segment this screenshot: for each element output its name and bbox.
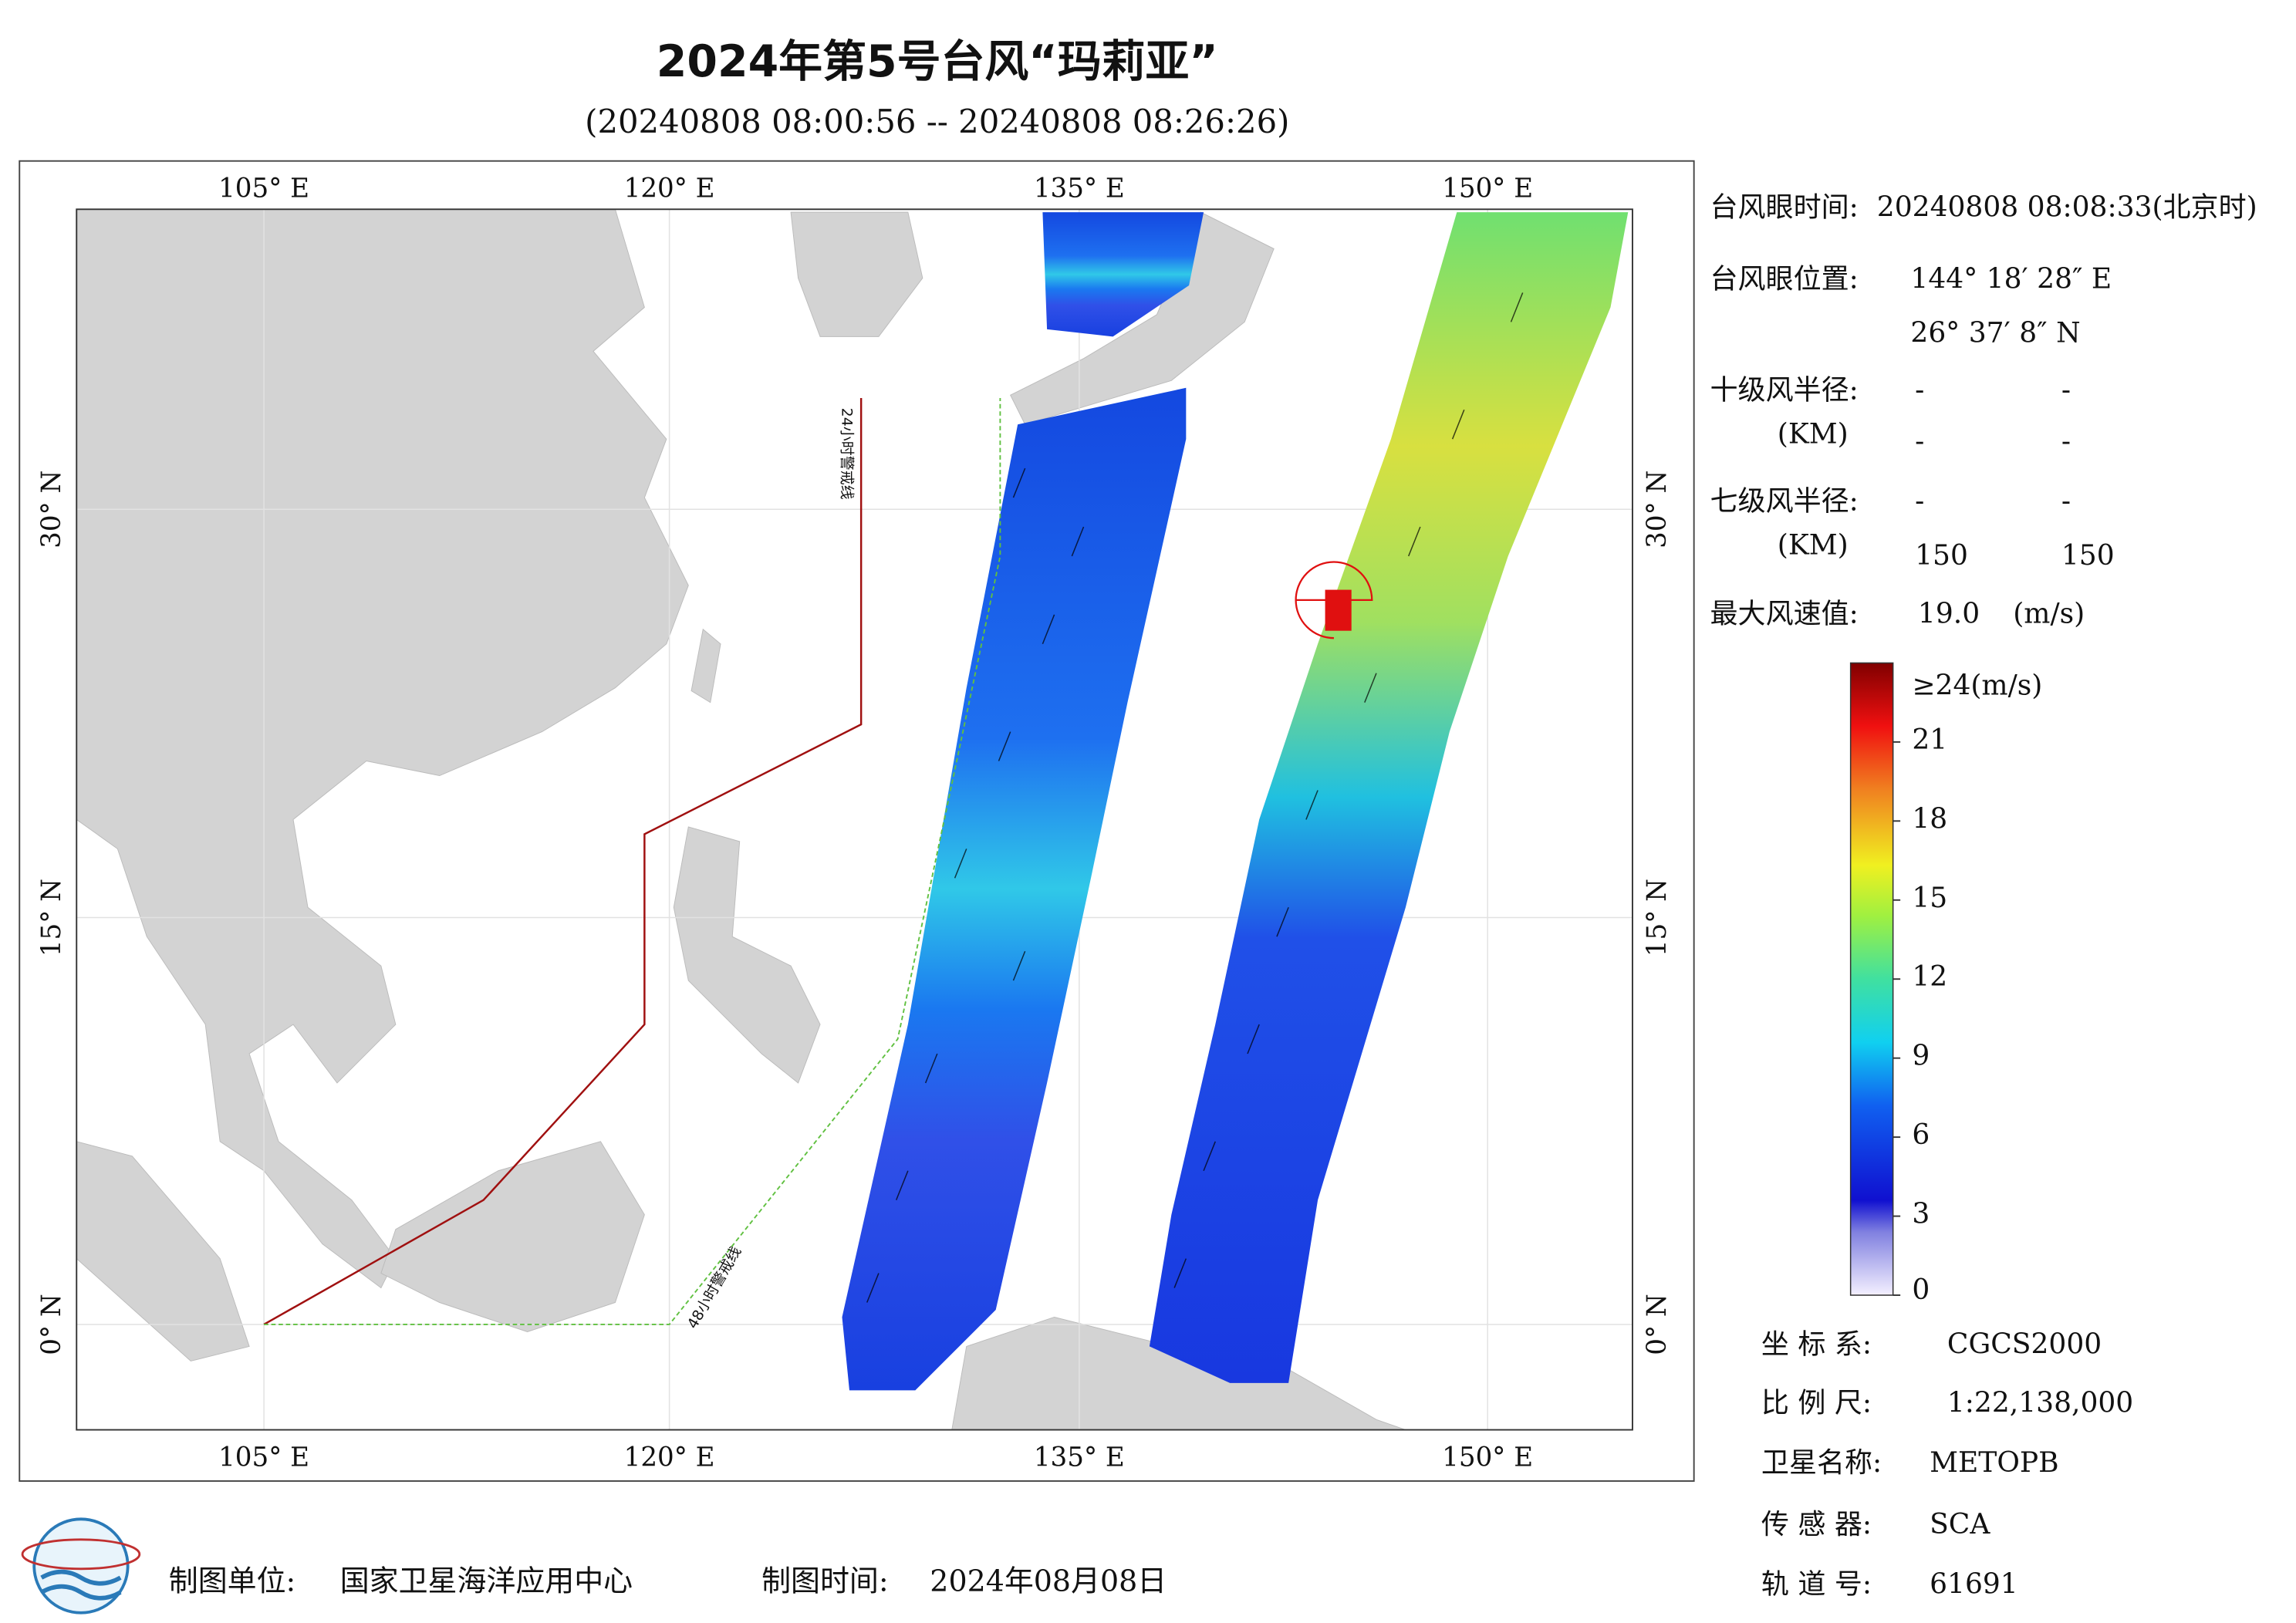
meta-value: METOPB (1930, 1447, 2059, 1479)
colorbar-tick-label: 18 (1912, 803, 1947, 835)
colorbar-tick-label: 12 (1912, 961, 1947, 993)
axis-labels: 105° E 120° E 135° E 150° E 105° E 120° … (36, 174, 1673, 1473)
lon-label: 135° E (1034, 1442, 1125, 1473)
plot-frame (76, 208, 1633, 1431)
meta-value: 1:22,138,000 (1947, 1387, 2133, 1419)
colorbar-tick-label: 3 (1912, 1199, 1930, 1230)
info-label: 台风眼时间: (1710, 191, 1859, 223)
info-value: - (1915, 374, 1924, 406)
colorbar (1849, 662, 1894, 1296)
lon-label: 120° E (624, 174, 715, 204)
info-value: - (1915, 486, 1924, 518)
lon-label: 150° E (1442, 174, 1533, 204)
meta-label: 传 感 器: (1761, 1509, 1872, 1540)
info-label: 最大风速值: (1710, 599, 1859, 630)
colorbar-tick-label: 15 (1912, 882, 1947, 914)
info-value: 150 (1915, 540, 1968, 572)
info-unit: (KM) (1778, 530, 1849, 562)
colorbar-tick-label: 9 (1912, 1041, 1930, 1072)
wind-swath (842, 387, 1187, 1391)
wind-radius-7 (1295, 561, 1373, 601)
subtitle: (20240808 08:00:56 -- 20240808 08:26:26) (585, 103, 1289, 140)
meta: 坐 标 系: CGCS2000 比 例 尺: 1:22,138,000 卫星名称… (1761, 1328, 2133, 1600)
map: 24小时警戒线 48小时警戒线 (76, 209, 1633, 1430)
colorbar-tick-label: 21 (1912, 724, 1947, 756)
lat-label: 0° N (36, 1294, 67, 1355)
meta-label: 轨 道 号: (1761, 1569, 1872, 1601)
warning-label: 24小时警戒线 (839, 408, 856, 500)
info-value: 19.0 (1918, 599, 1980, 630)
map-frame (19, 160, 1695, 1482)
lat-label: 30° N (36, 471, 67, 548)
info-value: - (2061, 486, 2071, 518)
land (76, 209, 1406, 1430)
meta-value: 61691 (1930, 1569, 2018, 1601)
info-label: 七级风半径: (1710, 486, 1859, 518)
lat-label: 0° N (1642, 1294, 1673, 1355)
lon-label: 105° E (218, 174, 309, 204)
footer-value: 国家卫星海洋应用中心 (340, 1564, 633, 1598)
info-value: - (1915, 426, 1924, 457)
info-value: 20240808 08:08:33(北京时) (1877, 191, 2257, 223)
meta-value: CGCS2000 (1947, 1328, 2102, 1360)
lon-label: 150° E (1442, 1442, 1533, 1473)
title: 2024年第5号台风“玛莉亚” (657, 36, 1218, 87)
lon-label: 135° E (1034, 174, 1125, 204)
footer-value: 2024年08月08日 (930, 1564, 1167, 1598)
info-value: 26° 37′ 8″ N (1910, 317, 2080, 349)
lon-label: 120° E (624, 1442, 715, 1473)
info-value: - (2061, 374, 2071, 406)
colorbar-tick-label: 0 (1912, 1274, 1930, 1306)
info-value: 144° 18′ 28″ E (1910, 263, 2112, 295)
typhoon-eye (1325, 589, 1352, 631)
colorbar-tick-label: 6 (1912, 1119, 1930, 1151)
meta-label: 比 例 尺: (1761, 1387, 1872, 1419)
wind-swath (1149, 212, 1629, 1383)
wind-swath (1042, 212, 1204, 337)
info-value: 150 (2061, 540, 2115, 572)
wind-radius-7 (1295, 599, 1334, 639)
footer-label: 制图单位: (169, 1564, 296, 1598)
warning-line-48h (264, 398, 1001, 1325)
info-value: - (2061, 426, 2071, 457)
info-unit: (KM) (1778, 418, 1849, 450)
info-label: 十级风半径: (1710, 374, 1859, 406)
lat-label: 15° N (1642, 879, 1673, 957)
meta-value: SCA (1930, 1509, 1990, 1540)
info-panel: 台风眼时间: 20240808 08:08:33(北京时) 台风眼位置: 144… (1710, 191, 2257, 629)
wind-barbs (866, 292, 1524, 1303)
meta-label: 卫星名称: (1761, 1447, 1882, 1479)
warning-line-24h (263, 398, 863, 1326)
logo (21, 1517, 141, 1615)
lat-label: 15° N (36, 879, 67, 957)
info-label: 台风眼位置: (1710, 263, 1859, 295)
footer: 制图单位: 国家卫星海洋应用中心 制图时间: 2024年08月08日 (169, 1564, 1167, 1598)
info-unit: (m/s) (2013, 599, 2085, 630)
colorbar-top-label: ≥24(m/s) (1912, 670, 2042, 702)
meta-label: 坐 标 系: (1761, 1328, 1872, 1360)
lat-label: 30° N (1642, 471, 1673, 548)
footer-label: 制图时间: (761, 1564, 889, 1598)
lon-label: 105° E (218, 1442, 309, 1473)
